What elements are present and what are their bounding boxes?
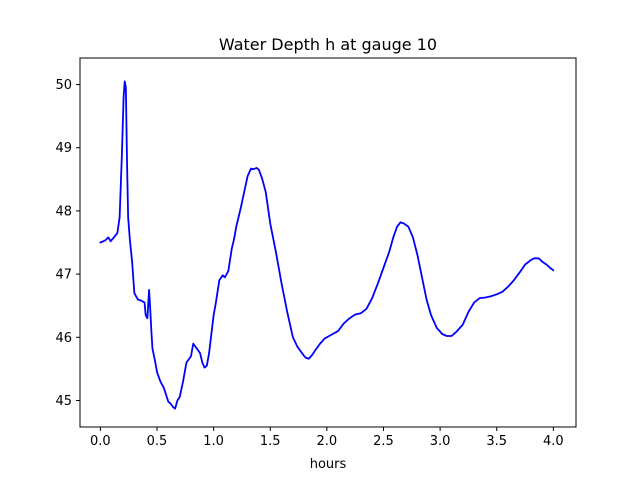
x-tick-label: 3.5 bbox=[486, 434, 507, 449]
x-axis-label: hours bbox=[310, 457, 347, 472]
x-tick-label: 2.5 bbox=[373, 434, 394, 449]
chart-title: Water Depth h at gauge 10 bbox=[219, 35, 437, 54]
x-tick-label: 1.0 bbox=[203, 434, 224, 449]
series-line bbox=[99, 80, 555, 410]
x-tick-label: 0.0 bbox=[90, 434, 111, 449]
x-tick-label: 2.0 bbox=[317, 434, 338, 449]
y-tick-label: 48 bbox=[55, 204, 72, 219]
x-tick-label: 4.0 bbox=[543, 434, 564, 449]
axes-frame bbox=[79, 57, 577, 428]
x-tick-label: 0.5 bbox=[147, 434, 168, 449]
y-tick-label: 47 bbox=[55, 268, 72, 283]
y-axis-ticks: 45 46 47 48 49 50 bbox=[55, 78, 80, 409]
x-tick-label: 3.0 bbox=[430, 434, 451, 449]
y-tick-label: 46 bbox=[55, 331, 72, 346]
plot-area bbox=[99, 80, 555, 410]
y-tick-label: 50 bbox=[55, 78, 72, 93]
x-tick-label: 1.5 bbox=[260, 434, 281, 449]
y-tick-label: 49 bbox=[55, 141, 72, 156]
x-axis-ticks: 0.0 0.5 1.0 1.5 2.0 2.5 3.0 3.5 4.0 bbox=[90, 427, 564, 449]
y-tick-label: 45 bbox=[55, 394, 72, 409]
